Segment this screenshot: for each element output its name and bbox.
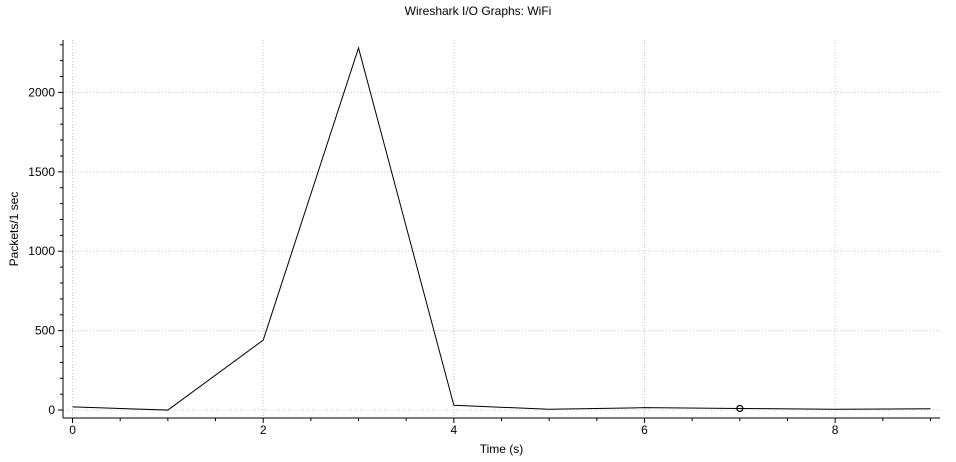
series-line (72, 46, 931, 411)
x-axis-title: Time (s) (480, 442, 524, 456)
axes (58, 40, 940, 423)
tick-labels: 0 500 1000 1500 2000 0 2 4 6 8 (28, 85, 839, 437)
y-tick-label: 500 (35, 324, 55, 338)
y-tick-label: 1000 (28, 244, 55, 258)
grid-lines (63, 40, 940, 418)
y-tick-label: 2000 (28, 85, 55, 99)
selected-point-marker (736, 404, 744, 413)
series-layer (72, 46, 931, 413)
x-tick-label: 2 (260, 423, 267, 437)
y-tick-label: 1500 (28, 165, 55, 179)
x-tick-label: 8 (832, 423, 839, 437)
y-tick-label: 0 (48, 403, 55, 417)
y-axis-title: Packets/1 sec (7, 192, 21, 267)
x-tick-label: 0 (69, 423, 76, 437)
x-tick-label: 4 (450, 423, 457, 437)
x-tick-label: 6 (641, 423, 648, 437)
chart-title: Wireshark I/O Graphs: WiFi (404, 4, 552, 18)
